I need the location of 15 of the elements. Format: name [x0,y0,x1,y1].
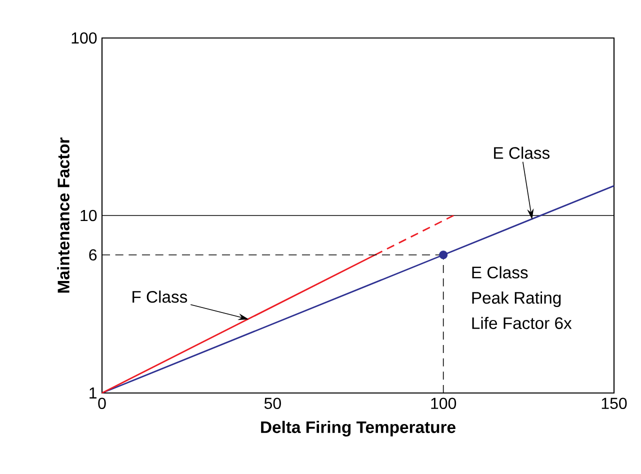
x-axis-title: Delta Firing Temperature [261,420,456,436]
y-tick-label: 100 [72,32,97,44]
y-axis-title: Maintenance Factor [57,138,70,293]
annotation: Life Factor 6x [472,316,572,330]
x-tick-label: 100 [431,398,456,410]
y-tick-label: 6 [89,249,97,261]
y-tick-label: 10 [80,210,97,222]
x-tick-label: 150 [602,398,627,410]
x-tick-label: 0 [98,398,106,410]
annotation: Peak Rating [472,292,561,308]
x-tick-label: 50 [264,398,281,410]
annotation: E Class [472,266,528,278]
annotation: F Class [132,290,188,303]
y-tick-label: 1 [90,388,97,399]
annotation: E Class [494,146,550,159]
